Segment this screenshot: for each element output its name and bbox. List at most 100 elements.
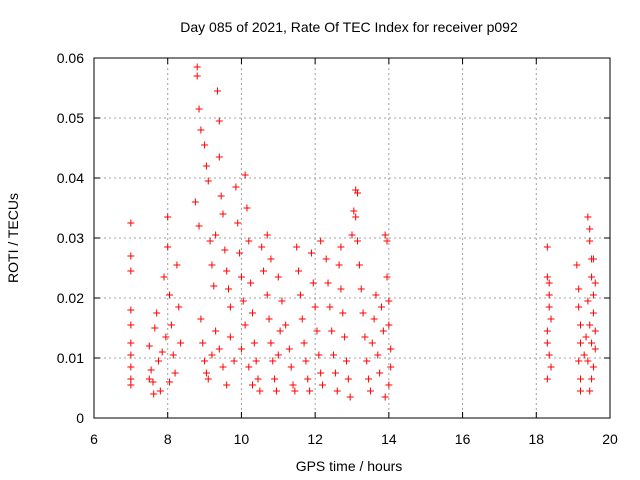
data-point	[197, 315, 205, 323]
data-point	[267, 255, 275, 263]
data-point	[206, 237, 214, 245]
data-point	[543, 339, 551, 347]
data-point	[282, 321, 290, 329]
data-point	[354, 237, 362, 245]
chart-title: Day 085 of 2021, Rate Of TEC Index for r…	[180, 19, 518, 35]
data-point	[335, 261, 343, 269]
data-point	[269, 357, 277, 365]
data-point	[213, 87, 221, 95]
data-point	[381, 393, 389, 401]
data-point	[237, 273, 245, 281]
data-point	[202, 162, 210, 170]
data-point	[577, 339, 585, 347]
y-tick-label: 0.06	[57, 50, 84, 66]
data-point	[153, 309, 161, 317]
data-point	[219, 363, 227, 371]
data-point	[385, 381, 393, 389]
data-point	[239, 297, 247, 305]
data-point	[387, 345, 395, 353]
data-point	[586, 237, 594, 245]
data-point	[304, 375, 312, 383]
data-point	[295, 267, 303, 275]
data-point	[212, 327, 220, 335]
data-point	[160, 273, 168, 281]
data-point	[545, 279, 553, 287]
data-point	[588, 339, 596, 347]
data-point	[354, 189, 362, 197]
data-point	[575, 357, 583, 365]
data-point	[248, 309, 256, 317]
data-point	[543, 273, 551, 281]
data-point	[256, 387, 264, 395]
data-point	[193, 63, 201, 71]
data-point	[164, 243, 172, 251]
data-point	[337, 285, 345, 293]
y-tick-label: 0.03	[57, 230, 84, 246]
data-point	[175, 303, 183, 311]
data-point	[197, 126, 205, 134]
data-point	[584, 297, 592, 305]
data-point	[363, 357, 371, 365]
data-point	[547, 363, 555, 371]
data-point	[164, 213, 172, 221]
y-tick-label: 0.02	[57, 290, 84, 306]
grid-lines	[94, 58, 610, 418]
data-point	[573, 261, 581, 269]
x-tick-label: 6	[90, 431, 98, 447]
data-point	[342, 357, 350, 365]
data-point	[543, 375, 551, 383]
data-point	[274, 273, 282, 281]
x-tick-label: 18	[528, 431, 544, 447]
data-point	[219, 210, 227, 218]
x-tick-label: 8	[164, 431, 172, 447]
y-tick-label: 0	[76, 410, 84, 426]
data-point	[352, 186, 360, 194]
data-point	[580, 351, 588, 359]
data-point	[272, 387, 280, 395]
data-point	[237, 345, 245, 353]
data-point	[385, 321, 393, 329]
data-point	[589, 291, 597, 299]
data-point	[588, 375, 596, 383]
data-point	[274, 351, 282, 359]
data-point	[322, 255, 330, 263]
data-point	[258, 243, 266, 251]
data-point	[232, 183, 240, 191]
data-point	[243, 204, 251, 212]
data-point	[149, 378, 157, 386]
data-point	[230, 357, 238, 365]
data-point	[225, 285, 233, 293]
data-point	[169, 351, 177, 359]
data-point	[586, 225, 594, 233]
data-point	[383, 237, 391, 245]
data-point	[145, 375, 153, 383]
data-point	[221, 246, 229, 254]
data-point	[355, 261, 363, 269]
data-point	[328, 327, 336, 335]
data-point	[586, 321, 594, 329]
data-point	[241, 171, 249, 179]
data-point	[158, 348, 166, 356]
data-point	[368, 339, 376, 347]
data-point	[127, 375, 135, 383]
data-point	[278, 297, 286, 305]
data-point	[383, 273, 391, 281]
data-point	[302, 357, 310, 365]
x-axis-label: GPS time / hours	[296, 458, 403, 474]
data-point	[589, 309, 597, 317]
data-point	[582, 333, 590, 341]
data-point	[291, 387, 299, 395]
data-points	[127, 63, 599, 401]
data-point	[385, 297, 393, 305]
plot-frame	[93, 57, 611, 419]
data-point	[317, 369, 325, 377]
data-point	[589, 255, 597, 263]
data-point	[293, 243, 301, 251]
data-point	[324, 279, 332, 287]
data-point	[208, 351, 216, 359]
data-point	[352, 213, 360, 221]
data-point	[379, 327, 387, 335]
data-point	[265, 315, 273, 323]
data-point	[201, 357, 209, 365]
data-point	[127, 351, 135, 359]
